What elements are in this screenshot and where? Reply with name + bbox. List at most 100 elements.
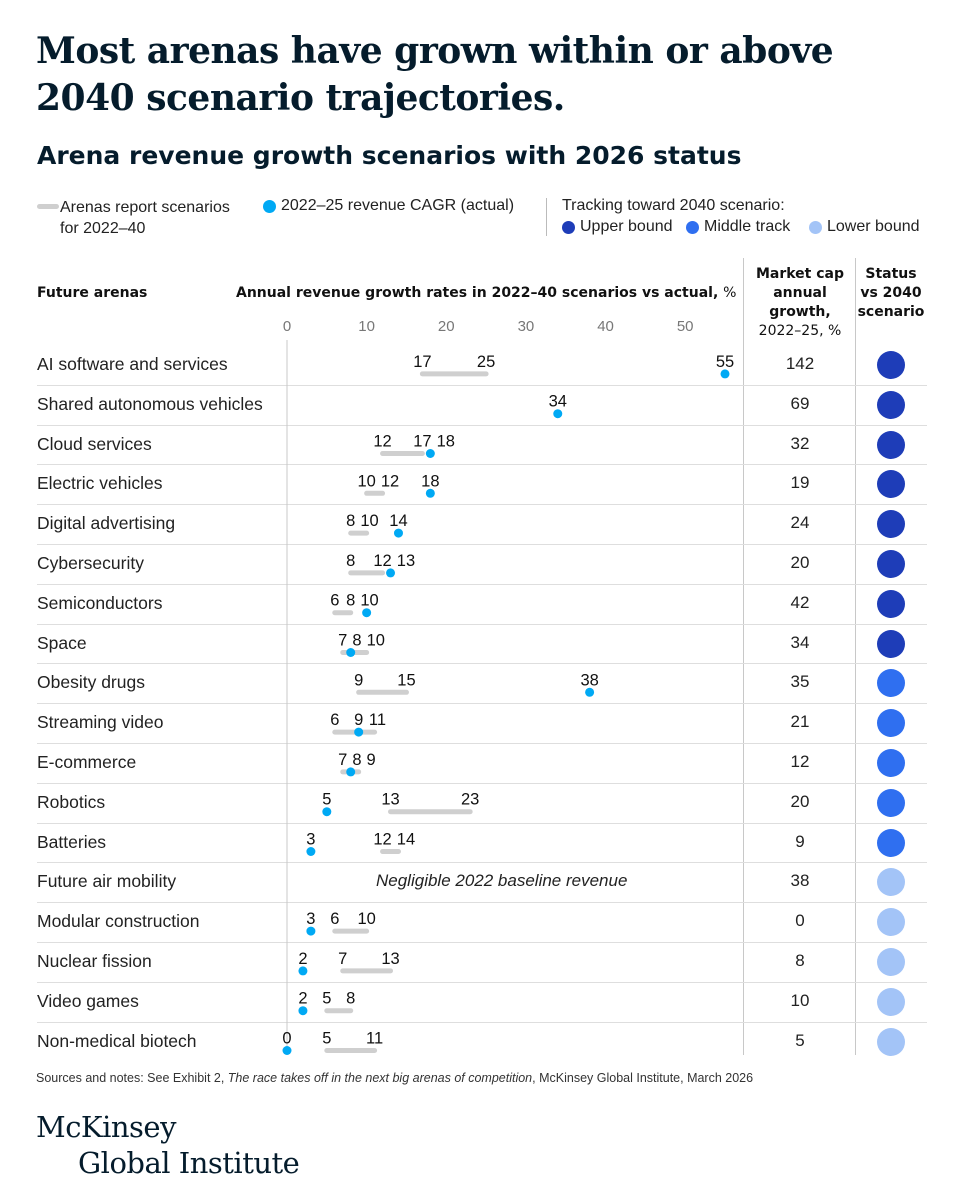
logo-global-institute: Global Institute [78, 1146, 300, 1180]
actual-value-label: 38 [580, 671, 598, 689]
row-separator [37, 384, 927, 386]
market-cap-value: 12 [790, 751, 810, 771]
row-separator [37, 942, 927, 943]
market-cap-value: 9 [795, 831, 805, 851]
actual-cagr-dot [553, 409, 563, 419]
scenario-value-label: 15 [397, 671, 415, 689]
status-dot-upper [877, 430, 905, 459]
status-dot-upper [877, 589, 905, 618]
actual-value-label: 2 [298, 950, 307, 968]
actual-cagr-dot [585, 687, 595, 697]
market-cap-value: 34 [790, 632, 810, 652]
header-future-arenas: Future arenas [37, 285, 148, 301]
actual-value-label: 8 [352, 632, 361, 650]
scenario-value-label: 10 [360, 512, 378, 530]
actual-value-label: 13 [397, 552, 415, 570]
status-dot-upper [877, 629, 905, 658]
actual-cagr-dot [298, 1006, 308, 1016]
scenario-value-label: 10 [367, 632, 385, 650]
scenario-value-label: 8 [346, 990, 355, 1008]
actual-cagr-dot [306, 847, 316, 856]
market-cap-value: 24 [790, 513, 810, 533]
legend-upper-label: Upper bound [580, 218, 673, 235]
market-cap-value: 20 [790, 791, 810, 811]
row-label: Nuclear fission [37, 950, 152, 971]
row-note: Negligible 2022 baseline revenue [376, 871, 628, 891]
legend-separator [546, 198, 547, 236]
actual-cagr-dot [393, 528, 403, 538]
market-cap-value: 69 [790, 393, 810, 413]
header-mcap-line3: growth, [769, 304, 831, 320]
actual-cagr-dot [298, 966, 308, 976]
row-label: Cybersecurity [37, 552, 144, 573]
actual-value-label: 2 [298, 990, 307, 1008]
header-growth-text: Annual revenue growth rates in 2022–40 s… [236, 285, 719, 301]
scenario-value-label: 11 [366, 1030, 383, 1048]
scenario-value-label: 9 [367, 751, 376, 769]
row-separator [37, 504, 927, 506]
market-cap-value: 142 [785, 353, 815, 373]
scenario-value-label: 12 [381, 472, 399, 490]
actual-value-label: 18 [437, 433, 455, 451]
actual-value-label: 10 [360, 592, 378, 610]
header-mcap-line1: Market cap [755, 266, 845, 282]
market-cap-value: 0 [795, 911, 805, 931]
source-note: Sources and notes: See Exhibit 2, The ra… [36, 1071, 753, 1085]
status-dot-middle [877, 709, 905, 738]
market-cap-value: 42 [790, 592, 810, 612]
row-label: Streaming video [37, 712, 164, 733]
legend-scenario-label: Arenas report scenarios for 2022–40 [60, 199, 230, 237]
row-label: E-commerce [37, 751, 137, 772]
row-separator [37, 743, 927, 744]
row-separator [37, 782, 927, 784]
scenario-value-label: 7 [338, 950, 347, 968]
actual-cagr-dot [346, 767, 356, 777]
scenario-value-label: 23 [461, 791, 479, 809]
row-label: Electric vehicles [37, 473, 163, 494]
scenario-value-label: 12 [373, 831, 391, 849]
market-cap-value: 32 [790, 433, 810, 453]
status-dot-upper [877, 390, 905, 419]
actual-value-label: 5 [322, 791, 331, 809]
row-separator [37, 703, 927, 705]
actual-value-label: 9 [354, 711, 363, 729]
actual-value-label: 0 [282, 1030, 291, 1048]
market-cap-value: 20 [790, 552, 810, 572]
row-label: Semiconductors [37, 592, 163, 613]
column-divider-status [855, 258, 856, 1055]
actual-cagr-dot [346, 648, 356, 657]
status-dot-middle [877, 669, 905, 698]
row-separator [37, 623, 927, 625]
column-divider-mcap [743, 258, 744, 1055]
x-tick-label: 20 [438, 318, 455, 335]
row-separator [37, 822, 927, 824]
status-dot-upper [877, 510, 905, 539]
scenario-value-label: 13 [381, 791, 399, 809]
row-separator [37, 424, 927, 426]
status-dot-lower [877, 947, 905, 976]
header-status-line3: scenario [857, 304, 925, 320]
source-note-prefix: Sources and notes: See Exhibit 2, [36, 1071, 228, 1085]
status-dot-upper [877, 350, 905, 379]
status-dot-lower [877, 987, 905, 1016]
scenario-value-label: 8 [346, 512, 355, 530]
actual-value-label: 14 [389, 512, 407, 530]
row-label: Modular construction [37, 911, 200, 932]
scenario-value-label: 10 [357, 910, 375, 928]
scenario-value-label: 14 [397, 831, 415, 849]
row-separator [37, 464, 927, 466]
chart-subtitle: Arena revenue growth scenarios with 2026… [37, 141, 742, 170]
x-tick-label: 30 [518, 318, 535, 335]
scenario-value-label: 8 [346, 552, 355, 570]
status-dot-upper [877, 470, 905, 499]
source-note-suffix: , McKinsey Global Institute, March 2026 [532, 1071, 754, 1085]
scenario-value-label: 12 [373, 552, 391, 570]
header-market-cap: Market cap annual growth, 2022–25, % [746, 265, 854, 341]
source-note-title: The race takes off in the next big arena… [227, 1071, 533, 1085]
header-growth: Annual revenue growth rates in 2022–40 s… [236, 285, 736, 301]
scenario-value-label: 6 [330, 910, 339, 928]
scenario-value-label: 6 [330, 592, 339, 610]
row-separator [37, 862, 927, 864]
row-label: Robotics [37, 791, 106, 812]
scenario-value-label: 8 [346, 592, 355, 610]
